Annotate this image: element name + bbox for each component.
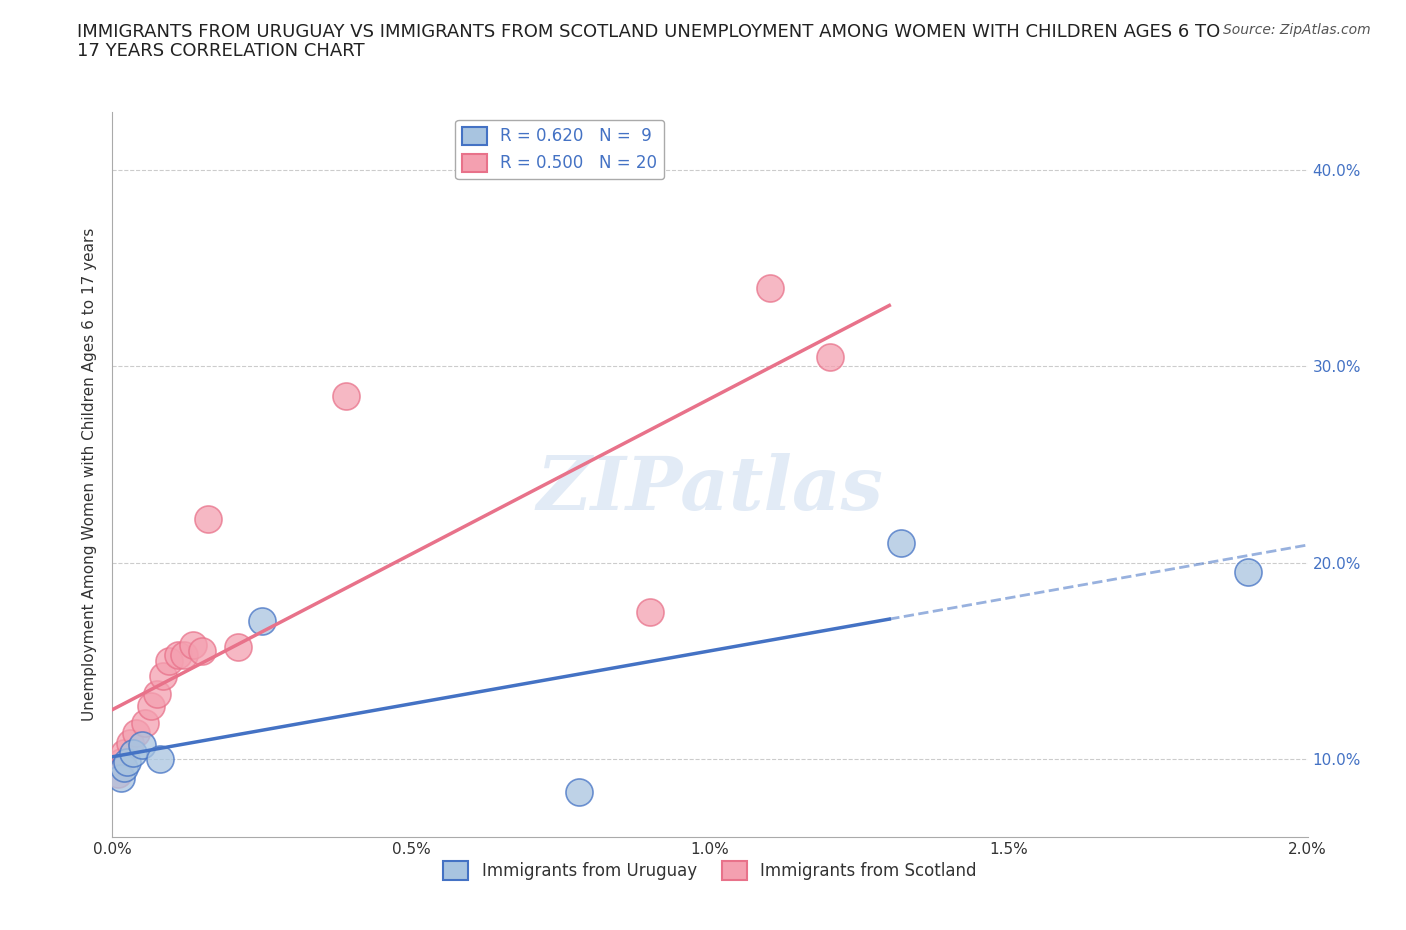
Point xyxy=(117,755,139,770)
Point xyxy=(110,771,132,786)
Point xyxy=(157,653,180,668)
Point xyxy=(110,755,132,770)
Point xyxy=(640,604,662,619)
Point xyxy=(197,512,219,526)
Point xyxy=(149,751,172,766)
Point xyxy=(107,767,129,782)
Text: Source: ZipAtlas.com: Source: ZipAtlas.com xyxy=(1223,23,1371,37)
Point xyxy=(568,785,591,800)
Point xyxy=(122,745,145,760)
Point xyxy=(152,669,174,684)
Point xyxy=(1237,565,1260,579)
Text: IMMIGRANTS FROM URUGUAY VS IMMIGRANTS FROM SCOTLAND UNEMPLOYMENT AMONG WOMEN WIT: IMMIGRANTS FROM URUGUAY VS IMMIGRANTS FR… xyxy=(77,23,1220,41)
Point xyxy=(120,736,142,751)
Point xyxy=(818,350,841,365)
Y-axis label: Unemployment Among Women with Children Ages 6 to 17 years: Unemployment Among Women with Children A… xyxy=(82,228,97,721)
Point xyxy=(890,536,912,551)
Point xyxy=(141,698,163,713)
Point xyxy=(181,637,204,652)
Legend: Immigrants from Uruguay, Immigrants from Scotland: Immigrants from Uruguay, Immigrants from… xyxy=(437,855,983,886)
Point xyxy=(226,640,249,655)
Point xyxy=(131,737,153,752)
Point xyxy=(114,745,135,760)
Point xyxy=(335,389,357,404)
Point xyxy=(191,644,214,658)
Point xyxy=(173,647,195,662)
Text: ZIPatlas: ZIPatlas xyxy=(537,453,883,525)
Point xyxy=(167,647,190,662)
Point xyxy=(759,281,782,296)
Point xyxy=(125,725,148,740)
Point xyxy=(114,761,135,776)
Point xyxy=(250,614,273,629)
Point xyxy=(134,716,156,731)
Point xyxy=(146,686,169,701)
Text: 17 YEARS CORRELATION CHART: 17 YEARS CORRELATION CHART xyxy=(77,42,366,60)
